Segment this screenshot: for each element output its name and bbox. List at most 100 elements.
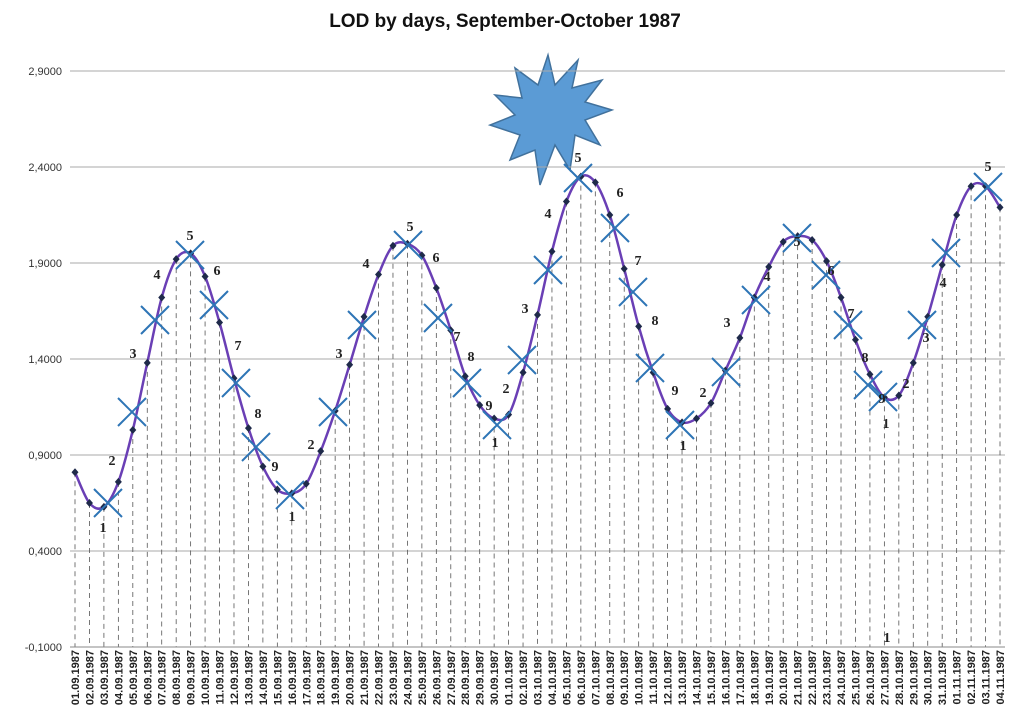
- arrow-mark: [833, 310, 863, 340]
- annotation: 1: [492, 436, 499, 451]
- annotation: 5: [985, 160, 992, 175]
- x-tick-label: 12.10.1987: [663, 650, 675, 705]
- x-tick-label: 07.10.1987: [590, 650, 602, 705]
- point-marker: [389, 241, 397, 250]
- point-marker: [562, 197, 570, 206]
- x-tick-label: 08.09.1987: [171, 650, 183, 705]
- x-tick-label: 06.10.1987: [576, 650, 588, 705]
- point-marker: [736, 333, 744, 342]
- x-tick-label: 02.10.1987: [518, 650, 530, 705]
- x-tick-label: 01.09.1987: [70, 650, 82, 705]
- point-marker: [664, 404, 672, 413]
- point-marker: [967, 182, 975, 191]
- x-tick-label: 28.09.1987: [460, 650, 472, 705]
- x-tick-label: 21.09.1987: [359, 650, 371, 705]
- arrow-mark: [853, 370, 883, 400]
- arrow-mark: [393, 230, 423, 260]
- arrow-mark: [973, 172, 1003, 202]
- x-tick-label: 27.10.1987: [879, 650, 891, 705]
- annotation: 6: [214, 264, 221, 279]
- annotation: 5: [407, 220, 414, 235]
- x-tick-label: 23.09.1987: [388, 650, 400, 705]
- x-tick-label: 01.11.1987: [952, 650, 964, 704]
- point-marker: [375, 270, 383, 279]
- x-tick-label: 13.10.1987: [677, 650, 689, 705]
- x-tick-label: 02.09.1987: [84, 650, 96, 705]
- point-marker: [591, 178, 599, 187]
- point-marker: [765, 262, 773, 271]
- point-marker: [606, 211, 614, 219]
- arrow-mark: [782, 223, 812, 253]
- annotation: 7: [848, 307, 855, 322]
- annotation: 3: [522, 302, 529, 317]
- arrow-mark: [907, 310, 937, 340]
- annotation: 5: [575, 151, 582, 166]
- annotation: 9: [486, 399, 493, 414]
- x-tick-label: 03.11.1987: [981, 650, 993, 704]
- annotation: 8: [468, 350, 475, 365]
- x-tick-label: 24.09.1987: [402, 650, 414, 705]
- x-tick-label: 11.09.1987: [215, 650, 227, 704]
- arrow-mark: [452, 368, 482, 398]
- annotation: 1: [884, 631, 891, 646]
- x-tick-label: 17.10.1987: [735, 650, 747, 705]
- point-marker: [346, 360, 354, 369]
- x-tick-label: 15.10.1987: [706, 650, 718, 705]
- annotation: 2: [308, 438, 315, 453]
- annotation: 8: [255, 407, 262, 422]
- x-tick-label: 25.09.1987: [417, 650, 429, 705]
- annotation: 2: [109, 454, 116, 469]
- arrow-mark: [423, 303, 453, 333]
- annotation: 1: [883, 417, 890, 432]
- point-marker: [996, 203, 1004, 212]
- x-tick-label: 01.10.1987: [504, 650, 516, 705]
- x-tick-label: 20.09.1987: [345, 650, 357, 705]
- y-tick-label: 2,9000: [28, 66, 62, 78]
- y-tick-label: 2,4000: [28, 162, 62, 174]
- chart-title: LOD by days, September-October 1987: [329, 11, 681, 32]
- x-tick-label: 03.09.1987: [99, 650, 111, 705]
- point-marker: [244, 424, 252, 433]
- annotation: 9: [879, 392, 886, 407]
- point-marker: [620, 264, 628, 273]
- annotation: 3: [336, 347, 343, 362]
- arrow-mark: [665, 410, 695, 440]
- x-tick-label: 10.10.1987: [634, 650, 646, 705]
- arrow-mark: [507, 345, 537, 375]
- point-marker: [823, 257, 831, 266]
- x-tick-label: 07.09.1987: [157, 650, 169, 705]
- annotation: 3: [724, 316, 731, 331]
- annotation: 3: [923, 331, 930, 346]
- x-tick-label: 27.09.1987: [446, 650, 458, 705]
- x-tick-label: 10.09.1987: [200, 650, 212, 705]
- point-marker: [519, 368, 527, 377]
- annotation: 3: [130, 347, 137, 362]
- point-marker: [172, 255, 180, 264]
- annotation: 9: [272, 460, 279, 475]
- annotation: 5: [187, 229, 194, 244]
- arrow-mark: [533, 255, 563, 285]
- point-marker: [548, 247, 556, 256]
- point-marker: [895, 391, 903, 400]
- point-marker: [953, 211, 961, 219]
- arrow-mark: [741, 285, 771, 315]
- x-tick-label: 30.09.1987: [489, 650, 501, 705]
- annotation: 7: [635, 254, 642, 269]
- annotation: 6: [828, 264, 835, 279]
- x-tick-label: 12.09.1987: [229, 650, 241, 705]
- x-tick-label: 21.10.1987: [793, 650, 805, 705]
- y-tick-label: 0,9000: [28, 450, 62, 462]
- x-tick-label: 18.10.1987: [749, 650, 761, 705]
- x-tick-label: 20.10.1987: [778, 650, 790, 705]
- annotation: 4: [545, 207, 552, 222]
- point-marker: [129, 426, 137, 435]
- arrow-mark: [199, 290, 229, 320]
- y-tick-label: 1,9000: [28, 258, 62, 270]
- x-tick-label: 22.09.1987: [374, 650, 386, 705]
- x-tick-label: 14.10.1987: [691, 650, 703, 705]
- arrow-mark: [221, 368, 251, 398]
- point-marker: [476, 401, 484, 410]
- arrow-mark: [175, 240, 205, 270]
- annotation: 4: [764, 270, 771, 285]
- x-tick-label: 29.10.1987: [908, 650, 920, 705]
